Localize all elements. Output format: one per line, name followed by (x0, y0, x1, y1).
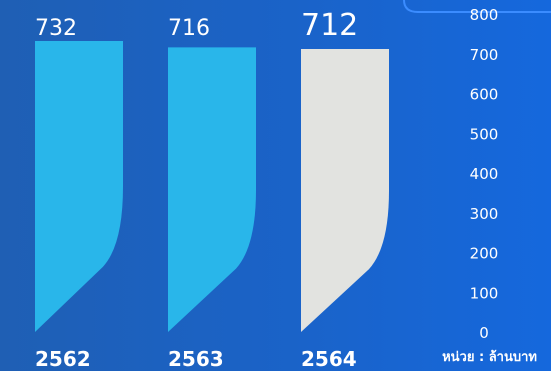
value-label-2563: 716 (168, 16, 210, 41)
bar-2564 (301, 48, 389, 332)
value-label-2562: 732 (35, 16, 77, 41)
y-tick-0: 0 (479, 324, 489, 342)
y-tick-800: 800 (470, 6, 499, 24)
bar-2562 (35, 41, 123, 332)
category-label-2563: 2563 (168, 347, 224, 371)
unit-note: หน่วย : ล้านบาท (442, 350, 537, 365)
decorative-frame-curve (403, 0, 551, 13)
category-label-2562: 2562 (35, 347, 91, 371)
y-tick-100: 100 (470, 284, 499, 302)
y-tick-700: 700 (470, 46, 499, 64)
y-tick-200: 200 (470, 245, 499, 263)
value-label-2564: 712 (301, 8, 358, 43)
y-tick-400: 400 (470, 165, 499, 183)
y-tick-500: 500 (470, 125, 499, 143)
y-tick-300: 300 (470, 205, 499, 223)
y-tick-600: 600 (470, 86, 499, 104)
category-label-2564: 2564 (301, 347, 357, 371)
bar-2563 (168, 47, 256, 332)
